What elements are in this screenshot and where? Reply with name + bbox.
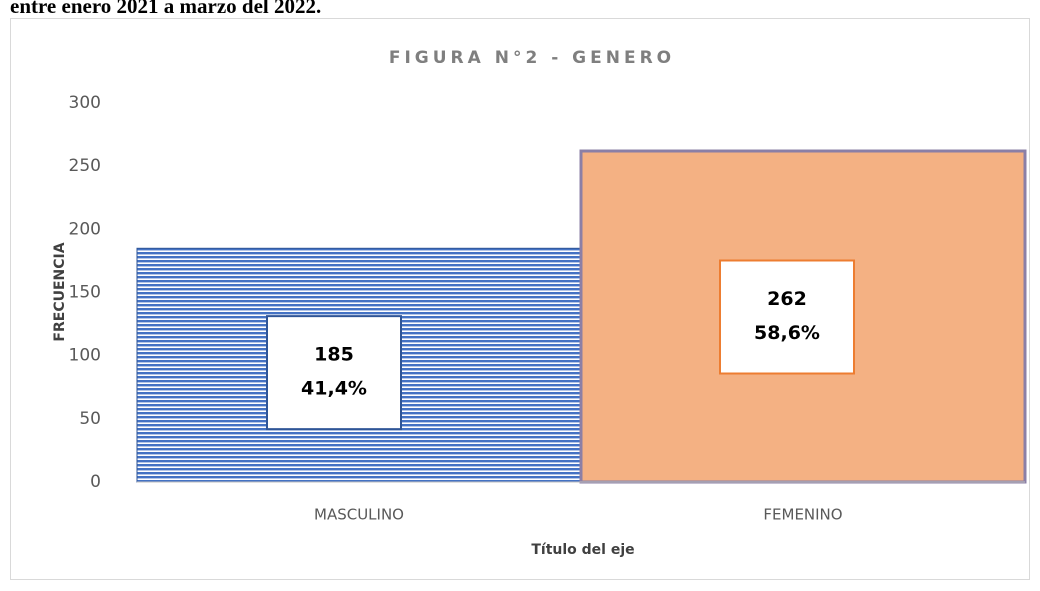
y-tick-label: 200 xyxy=(69,219,101,239)
chart-title: FIGURA N°2 - GENERO xyxy=(389,48,675,68)
caption: entre enero 2021 a marzo del 2022. xyxy=(10,0,321,18)
y-tick-label: 100 xyxy=(69,346,101,366)
x-tick-label: FEMENINO xyxy=(763,506,842,524)
data-label-percent: 58,6% xyxy=(754,322,820,344)
y-tick-label: 300 xyxy=(69,93,101,113)
y-tick-label: 250 xyxy=(69,156,101,176)
data-label: 262 xyxy=(767,288,807,310)
y-tick-label: 50 xyxy=(79,409,101,429)
y-tick-label: 0 xyxy=(90,472,101,492)
x-tick-label: MASCULINO xyxy=(314,506,404,524)
y-axis-title: FRECUENCIA xyxy=(52,242,68,341)
y-tick-label: 150 xyxy=(69,283,101,303)
data-label: 185 xyxy=(314,344,354,366)
data-label-box xyxy=(266,315,402,431)
x-axis-title: Título del eje xyxy=(531,542,634,558)
data-label-percent: 41,4% xyxy=(301,378,367,400)
data-label-box xyxy=(719,259,855,375)
